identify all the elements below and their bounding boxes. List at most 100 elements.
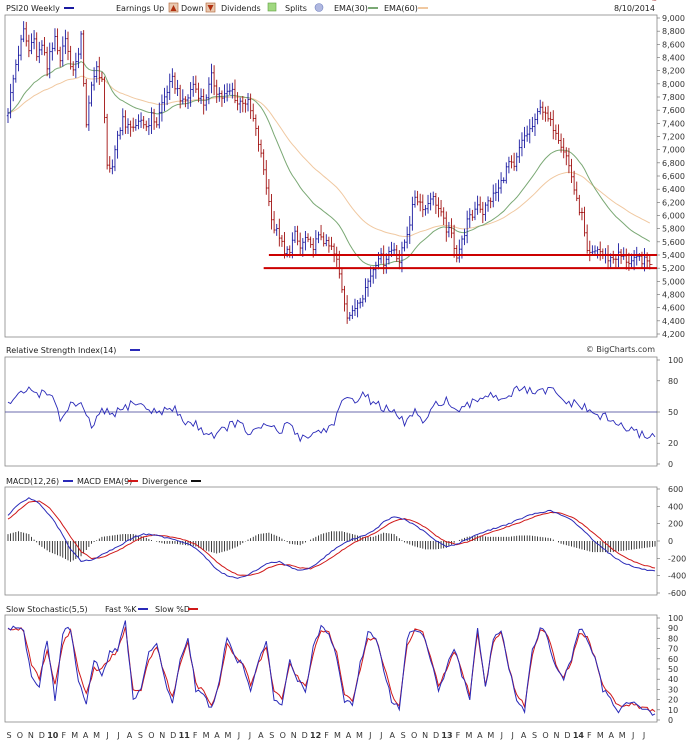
macd-plot bbox=[7, 497, 656, 579]
x-tick-label: N bbox=[422, 731, 428, 740]
x-tick-label: M bbox=[93, 731, 100, 740]
rsi-y-axis: 0 20 50 80 100 bbox=[657, 356, 683, 469]
price-tick-label: 5,400 bbox=[662, 251, 685, 260]
price-tick-label: 4,800 bbox=[662, 291, 685, 300]
x-tick-label: S bbox=[6, 731, 11, 740]
x-tick-label: 12 bbox=[310, 731, 321, 740]
x-tick-label: M bbox=[619, 731, 626, 740]
x-tick-label: J bbox=[642, 731, 645, 740]
macd-tick-label: 600 bbox=[668, 485, 683, 494]
dividends-icon bbox=[267, 2, 277, 12]
x-tick-label: N bbox=[291, 731, 297, 740]
macd-tick-label: 200 bbox=[668, 520, 683, 529]
price-tick-label: 4,200 bbox=[662, 330, 685, 339]
splits-label: Splits bbox=[285, 4, 307, 13]
stoch-header: Slow Stochastic(5,5) Fast %K Slow %D bbox=[6, 605, 198, 614]
stoch-tick-label: 30 bbox=[668, 685, 678, 694]
fast-k-legend-swatch bbox=[138, 608, 148, 610]
x-tick-label: D bbox=[302, 731, 308, 740]
macd-tick-label: -600 bbox=[668, 589, 686, 598]
x-tick-label: D bbox=[433, 731, 439, 740]
splits-icon bbox=[314, 3, 324, 12]
x-tick-label: F bbox=[456, 731, 461, 740]
stoch-tick-label: 50 bbox=[668, 665, 678, 674]
x-tick-label: J bbox=[105, 731, 108, 740]
rsi-tick-label: 0 bbox=[668, 460, 673, 469]
x-tick-label: A bbox=[346, 731, 352, 740]
slow-d-line bbox=[7, 626, 656, 713]
x-tick-label: M bbox=[225, 731, 232, 740]
x-tick-label: M bbox=[334, 731, 341, 740]
rsi-header: Relative Strength Index(14) bbox=[6, 346, 140, 355]
macd-title: MACD(12,26) bbox=[6, 477, 59, 486]
fast-k-label: Fast %K bbox=[105, 605, 137, 614]
x-tick-label: M bbox=[356, 731, 363, 740]
x-tick-label: N bbox=[159, 731, 165, 740]
macd-tick-label: -400 bbox=[668, 572, 686, 581]
x-tick-label: M bbox=[597, 731, 604, 740]
x-tick-label: N bbox=[28, 731, 34, 740]
stoch-tick-label: 100 bbox=[668, 614, 683, 623]
price-tick-label: 5,800 bbox=[662, 225, 685, 234]
price-tick-label: 5,600 bbox=[662, 238, 685, 247]
x-tick-label: A bbox=[83, 731, 89, 740]
chart-date: 8/10/2014 bbox=[614, 4, 655, 13]
macd-tick-label: -200 bbox=[668, 554, 686, 563]
symbol-label: PSI20 Weekly bbox=[6, 4, 60, 13]
stoch-title: Slow Stochastic(5,5) bbox=[6, 605, 88, 614]
price-tick-label: 7,400 bbox=[662, 119, 685, 128]
price-tick-label: 5,200 bbox=[662, 264, 685, 273]
price-y-axis: 4,200 4,400 4,600 4,800 5,000 5,200 5,400 5,600… bbox=[657, 14, 685, 339]
x-tick-label: J bbox=[116, 731, 119, 740]
price-tick-label: 6,200 bbox=[662, 198, 685, 207]
x-tick-label: O bbox=[411, 731, 417, 740]
macd-ema-legend-swatch bbox=[128, 480, 138, 482]
earnings-down-icon bbox=[205, 2, 216, 13]
x-tick-label: D bbox=[564, 731, 570, 740]
x-tick-label: M bbox=[465, 731, 472, 740]
rsi-tick-label: 20 bbox=[668, 439, 678, 448]
x-tick-label: J bbox=[511, 731, 514, 740]
stoch-tick-label: 0 bbox=[668, 716, 673, 725]
earnings-label: Earnings Up bbox=[116, 4, 164, 13]
rsi-title: Relative Strength Index(14) bbox=[6, 346, 116, 355]
stoch-panel-frame bbox=[4, 614, 658, 723]
ema30-line bbox=[7, 61, 651, 266]
x-tick-label: 11 bbox=[179, 731, 191, 740]
price-tick-label: 7,800 bbox=[662, 93, 685, 102]
x-tick-label: A bbox=[127, 731, 133, 740]
x-tick-label: D bbox=[170, 731, 176, 740]
price-tick-label: 8,800 bbox=[662, 27, 685, 36]
price-tick-label: 8,200 bbox=[662, 67, 685, 76]
stoch-tick-label: 40 bbox=[668, 675, 678, 684]
x-tick-label: F bbox=[324, 731, 329, 740]
x-tick-label: O bbox=[280, 731, 286, 740]
macd-panel-frame bbox=[4, 486, 658, 596]
rsi-legend-swatch bbox=[130, 349, 140, 351]
x-tick-label: J bbox=[237, 731, 240, 740]
rsi-plot bbox=[5, 385, 657, 443]
macd-header: MACD(12,26) MACD EMA(9) Divergence bbox=[6, 477, 201, 486]
stoch-tick-label: 80 bbox=[668, 634, 678, 643]
x-tick-label: J bbox=[500, 731, 503, 740]
ema60-line bbox=[7, 75, 651, 238]
ema30-label: EMA(30) bbox=[334, 4, 368, 13]
x-tick-label: M bbox=[71, 731, 78, 740]
x-tick-label: 13 bbox=[441, 731, 452, 740]
macd-line bbox=[7, 497, 656, 579]
ema60-legend-swatch bbox=[418, 7, 428, 9]
x-tick-label: J bbox=[631, 731, 634, 740]
stoch-tick-label: 20 bbox=[668, 696, 678, 705]
x-tick-label: A bbox=[477, 731, 483, 740]
price-tick-label: 6,000 bbox=[662, 212, 685, 221]
rsi-line bbox=[7, 385, 656, 443]
price-tick-label: 6,800 bbox=[662, 159, 685, 168]
macd-ema-label: MACD EMA(9) bbox=[77, 477, 132, 486]
stoch-tick-label: 90 bbox=[668, 624, 678, 633]
x-tick-label: M bbox=[487, 731, 494, 740]
x-tick-label: 10 bbox=[47, 731, 59, 740]
x-tick-label: A bbox=[521, 731, 527, 740]
rsi-panel-frame bbox=[4, 356, 658, 467]
